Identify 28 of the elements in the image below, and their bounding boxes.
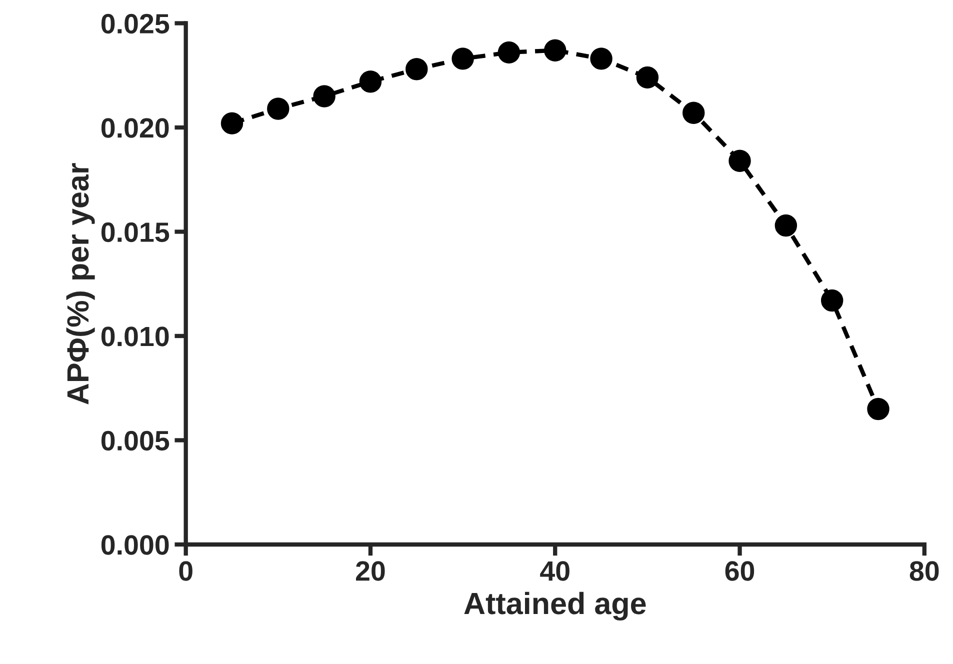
- point: [636, 66, 659, 89]
- y-tick-label: 0.010: [101, 326, 169, 346]
- y-tick-label: 0.005: [101, 430, 170, 451]
- point: [590, 48, 612, 70]
- x-axis-title: Attained age: [464, 592, 646, 621]
- y-tick-label: 0.020: [101, 118, 169, 138]
- x-tick-label: 60: [725, 561, 754, 581]
- x-tick-label: 0: [179, 561, 192, 581]
- point: [406, 58, 428, 80]
- point: [313, 85, 336, 108]
- x-tick-label: 40: [540, 561, 570, 581]
- x-tick-label: 20: [356, 561, 385, 581]
- point: [544, 39, 566, 62]
- point: [774, 214, 798, 237]
- point: [359, 70, 382, 93]
- point: [682, 102, 705, 124]
- point: [452, 48, 474, 70]
- point: [728, 150, 751, 172]
- y-tick-label: 0.000: [101, 535, 169, 555]
- y-tick-label: 0.025: [101, 14, 170, 34]
- point: [867, 398, 890, 420]
- point: [498, 41, 520, 64]
- y-axis-title: APΦ(%) per year: [66, 163, 95, 404]
- point: [267, 98, 290, 120]
- x-tick-label: 80: [910, 561, 939, 581]
- y-tick-label: 0.015: [101, 222, 170, 242]
- point: [820, 289, 844, 312]
- point: [220, 112, 244, 134]
